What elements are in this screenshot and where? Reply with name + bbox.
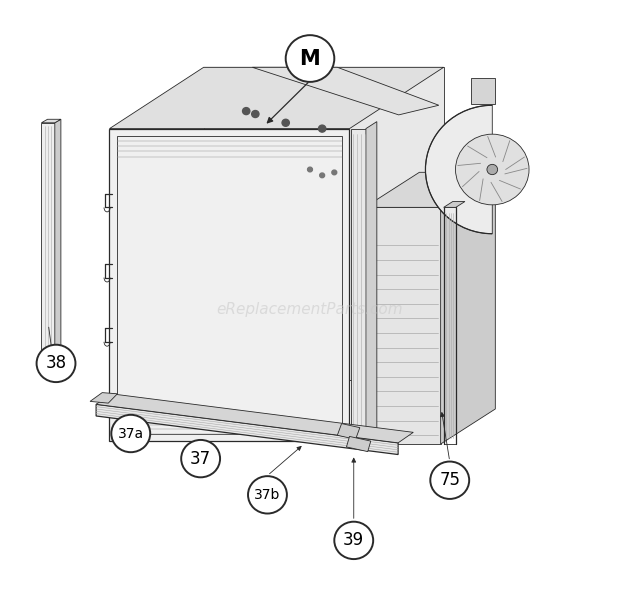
Polygon shape (252, 67, 439, 115)
Polygon shape (425, 105, 492, 234)
Circle shape (112, 415, 150, 452)
Circle shape (286, 35, 334, 82)
Circle shape (487, 164, 498, 175)
Circle shape (308, 167, 312, 172)
Circle shape (332, 170, 337, 175)
Text: eReplacementParts.com: eReplacementParts.com (216, 302, 404, 317)
Circle shape (248, 476, 287, 514)
Circle shape (334, 522, 373, 559)
Polygon shape (42, 123, 55, 368)
Text: 37a: 37a (118, 427, 144, 440)
Circle shape (456, 134, 529, 205)
Polygon shape (110, 67, 444, 129)
Text: 75: 75 (439, 471, 460, 489)
Polygon shape (444, 201, 465, 207)
Polygon shape (337, 424, 360, 439)
Circle shape (252, 110, 259, 117)
Polygon shape (347, 436, 371, 452)
Circle shape (37, 344, 76, 382)
Polygon shape (96, 404, 398, 455)
Polygon shape (42, 119, 61, 123)
Circle shape (282, 119, 290, 126)
Text: 38: 38 (45, 355, 66, 372)
Polygon shape (55, 119, 61, 368)
Text: M: M (299, 48, 321, 69)
Polygon shape (351, 129, 366, 441)
Text: 37b: 37b (254, 488, 281, 502)
Text: 37: 37 (190, 449, 211, 468)
Circle shape (320, 173, 325, 178)
Polygon shape (365, 172, 495, 207)
Polygon shape (366, 122, 377, 441)
Text: 39: 39 (343, 532, 365, 550)
Polygon shape (203, 67, 444, 380)
Circle shape (242, 108, 250, 114)
Polygon shape (110, 129, 350, 441)
Circle shape (319, 125, 326, 132)
Polygon shape (441, 172, 495, 444)
Polygon shape (471, 77, 495, 104)
Polygon shape (96, 394, 414, 443)
Circle shape (181, 440, 220, 477)
Polygon shape (90, 393, 117, 403)
Polygon shape (365, 207, 441, 444)
Circle shape (430, 461, 469, 499)
